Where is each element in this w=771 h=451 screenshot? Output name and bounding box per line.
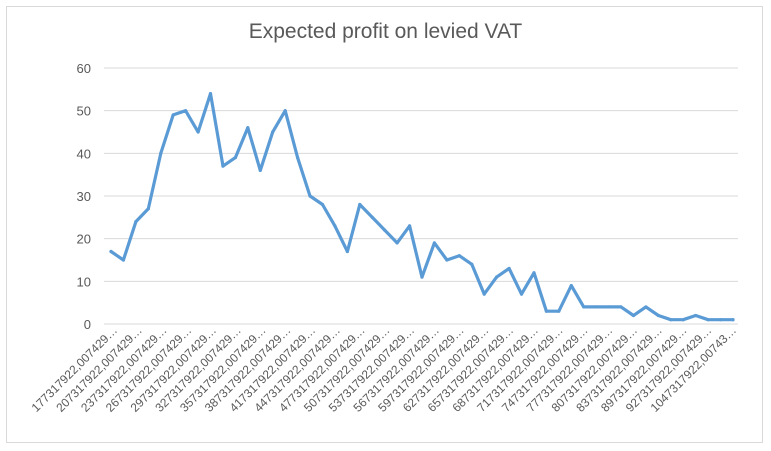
data-point [333, 224, 337, 228]
data-point [731, 318, 735, 322]
data-point [358, 202, 362, 207]
data-point [582, 305, 586, 309]
data-point [457, 254, 461, 258]
data-point [432, 241, 437, 245]
y-tick-label: 40 [77, 146, 91, 161]
x-axis: 177317922,007429…207317922,007429…237317… [29, 323, 740, 415]
data-point [681, 318, 685, 322]
y-tick-label: 30 [77, 189, 91, 204]
data-point [370, 215, 374, 219]
data-point [694, 313, 698, 318]
data-point [420, 275, 424, 279]
data-point [557, 309, 561, 313]
data-point [383, 228, 387, 232]
data-point [233, 156, 237, 160]
data-point [283, 109, 287, 113]
data-point [656, 313, 660, 318]
data-point [320, 202, 325, 207]
data-point [271, 130, 275, 134]
chart-title: Expected profit on levied VAT [248, 20, 523, 43]
data-point [345, 249, 349, 254]
data-point [607, 305, 611, 309]
y-tick-label: 0 [84, 317, 91, 332]
data-point [184, 109, 188, 113]
data-point [171, 113, 175, 117]
data-point [519, 292, 524, 296]
data-point [644, 305, 648, 309]
data-point [544, 309, 549, 313]
data-point [296, 156, 300, 160]
data-point [631, 313, 636, 318]
data-point [196, 130, 200, 134]
data-point [594, 305, 598, 309]
data-point [146, 207, 150, 211]
data-point [159, 151, 163, 155]
data-point [706, 318, 710, 322]
data-point [445, 258, 449, 262]
data-point [569, 284, 573, 288]
y-tick-label: 10 [77, 274, 91, 289]
gridlines [104, 67, 738, 325]
data-point [134, 220, 138, 224]
data-point [407, 224, 412, 228]
data-point [470, 262, 474, 266]
data-point [619, 305, 623, 309]
y-tick-label: 20 [77, 232, 91, 247]
y-tick-label: 60 [77, 61, 91, 76]
data-point [221, 164, 225, 168]
data-point [308, 194, 312, 198]
series-line [109, 91, 735, 322]
data-point [208, 92, 213, 96]
data-point [395, 241, 399, 245]
data-point [121, 258, 126, 262]
y-tick-label: 50 [77, 104, 91, 119]
data-point [718, 318, 723, 322]
data-point [482, 292, 486, 296]
data-point [507, 266, 511, 271]
data-point [495, 275, 499, 279]
data-point [109, 249, 113, 254]
series-group [109, 91, 735, 322]
data-point [258, 168, 262, 172]
data-point [532, 271, 536, 275]
data-point [246, 126, 250, 130]
data-point [669, 318, 673, 322]
chart-frame [6, 6, 763, 443]
y-axis: 0 10 20 30 40 50 60 [77, 61, 91, 332]
